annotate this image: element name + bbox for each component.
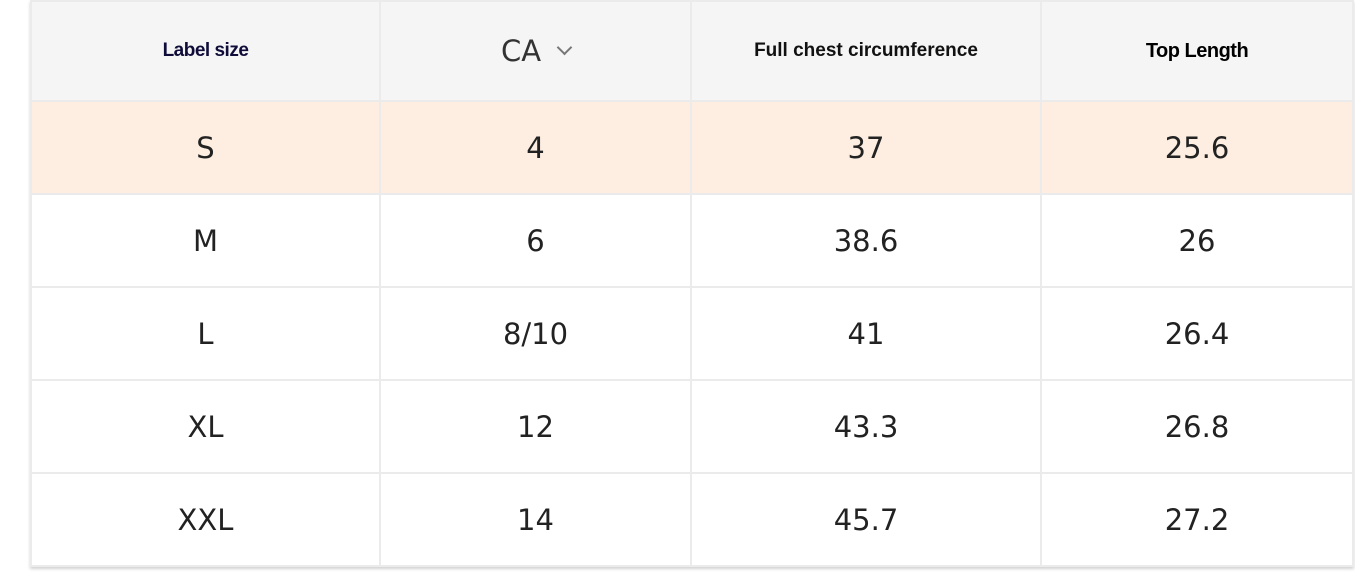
cell-region: 14 (379, 472, 692, 567)
table-row: L 8/10 41 26.4 (30, 286, 1354, 381)
header-chest: Full chest circumference (690, 0, 1042, 102)
region-selector-value: CA (500, 34, 542, 68)
cell-region: 6 (379, 193, 692, 288)
cell-region: 8/10 (379, 286, 692, 381)
table-row: XL 12 43.3 26.8 (30, 379, 1354, 474)
cell-region: 12 (379, 379, 692, 474)
size-chart-table: Label size CA Full chest circumference T… (30, 0, 1354, 567)
header-top-length: Top Length (1040, 0, 1354, 102)
header-label-size: Label size (30, 0, 381, 102)
cell-length: 26 (1040, 193, 1354, 288)
table-row: M 6 38.6 26 (30, 193, 1354, 288)
cell-region: 4 (379, 100, 692, 195)
header-top-length-text: Top Length (1145, 39, 1249, 62)
cell-chest: 45.7 (690, 472, 1042, 567)
table-row: S 4 37 25.6 (30, 100, 1354, 195)
header-chest-text: Full chest circumference (754, 40, 978, 61)
header-row: Label size CA Full chest circumference T… (30, 0, 1354, 102)
cell-size: S (30, 100, 381, 195)
cell-chest: 37 (690, 100, 1042, 195)
cell-length: 26.8 (1040, 379, 1354, 474)
cell-chest: 38.6 (690, 193, 1042, 288)
cell-length: 25.6 (1040, 100, 1354, 195)
header-label-size-text: Label size (162, 40, 249, 61)
cell-size: L (30, 286, 381, 381)
cell-chest: 43.3 (690, 379, 1042, 474)
cell-size: M (30, 193, 381, 288)
cell-size: XL (30, 379, 381, 474)
region-selector[interactable]: CA (379, 0, 692, 102)
table-row: XXL 14 45.7 27.2 (30, 472, 1354, 567)
cell-length: 27.2 (1040, 472, 1354, 567)
cell-length: 26.4 (1040, 286, 1354, 381)
cell-chest: 41 (690, 286, 1042, 381)
cell-size: XXL (30, 472, 381, 567)
chevron-down-icon[interactable] (556, 39, 573, 56)
